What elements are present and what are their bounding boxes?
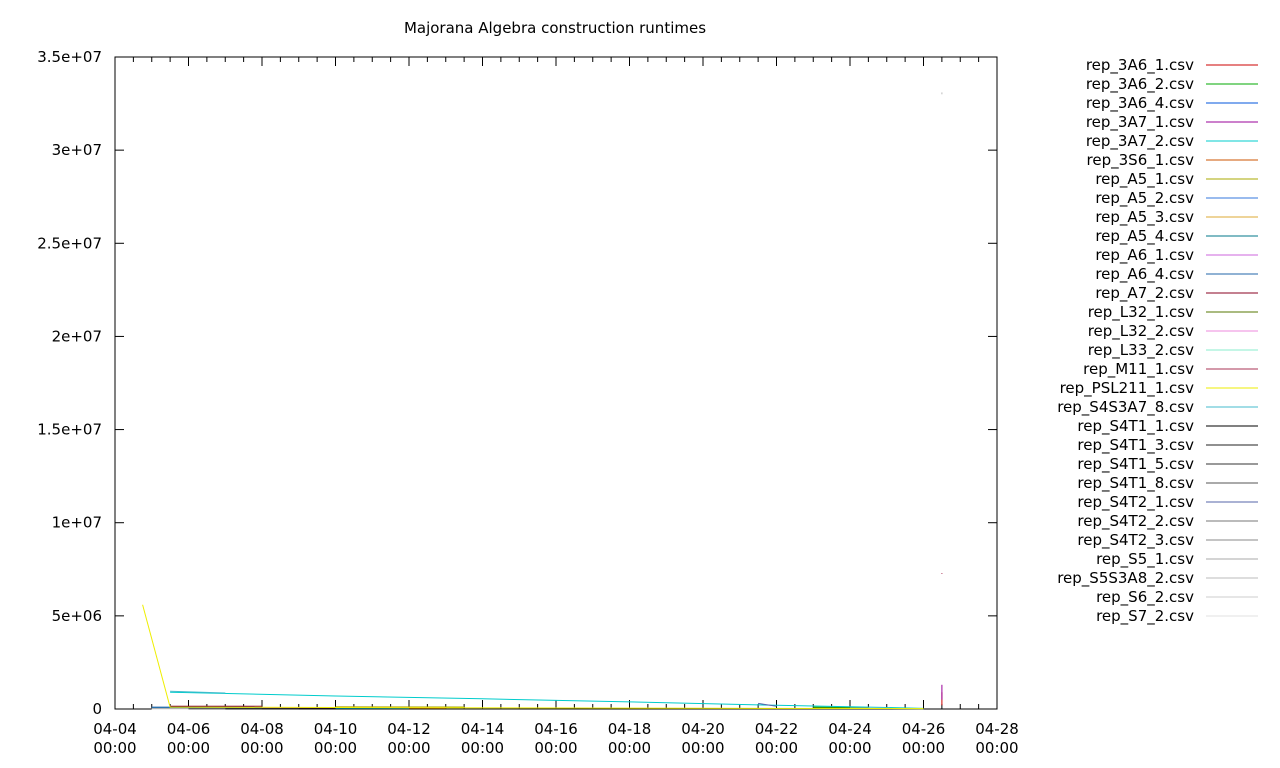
x-tick-label-time: 00:00: [93, 739, 136, 757]
legend-label: rep_3A6_4.csv: [1086, 94, 1194, 113]
legend-label: rep_A5_2.csv: [1095, 189, 1194, 208]
x-tick-label-time: 00:00: [828, 739, 871, 757]
series-group: [142, 92, 943, 710]
x-tick-label-time: 00:00: [387, 739, 430, 757]
legend-label: rep_A5_3.csv: [1095, 208, 1194, 227]
series-line: [170, 690, 226, 694]
x-tick-label-time: 00:00: [314, 739, 357, 757]
series-line: [142, 604, 924, 710]
series-line: [170, 691, 924, 709]
y-tick-label: 1e+07: [52, 514, 102, 532]
legend-label: rep_3A6_1.csv: [1086, 56, 1194, 75]
legend-label: rep_S4T2_2.csv: [1077, 512, 1194, 531]
x-tick-label-time: 00:00: [534, 739, 577, 757]
legend-label: rep_L32_2.csv: [1088, 322, 1194, 341]
plot-frame: [114, 56, 998, 710]
legend-label: rep_S5S3A8_2.csv: [1057, 569, 1194, 588]
legend-label: rep_L32_1.csv: [1088, 303, 1194, 322]
legend-label: rep_A7_2.csv: [1095, 284, 1194, 303]
legend-label: rep_S4T1_5.csv: [1077, 455, 1194, 474]
y-tick-label: 0: [92, 700, 102, 718]
x-tick-label: 04-06: [167, 720, 211, 738]
legend-label: rep_M11_1.csv: [1083, 360, 1194, 379]
x-tick-label: 04-24: [828, 720, 872, 738]
x-tick-label-time: 00:00: [167, 739, 210, 757]
legend-label: rep_3A6_2.csv: [1086, 75, 1194, 94]
y-tick-label: 2.5e+07: [37, 234, 102, 252]
x-tick-label-time: 00:00: [240, 739, 283, 757]
x-tick-label: 04-28: [975, 720, 1019, 738]
legend-label: rep_S4T2_3.csv: [1077, 531, 1194, 550]
x-tick-label-time: 00:00: [975, 739, 1018, 757]
series-line: [758, 702, 777, 707]
legend-label: rep_S4T1_1.csv: [1077, 417, 1194, 436]
legend-label: rep_S4T1_3.csv: [1077, 436, 1194, 455]
x-tick-label: 04-10: [314, 720, 358, 738]
y-tick-label: 3.5e+07: [37, 48, 102, 66]
y-axis: 0 5e+06 1e+07 1.5e+07 2e+07 2.5e+07 3e+07 3.5e+…: [37, 48, 997, 718]
legend-label: rep_L33_2.csv: [1088, 341, 1194, 360]
y-tick-label: 3e+07: [52, 141, 102, 159]
legend-label: rep_A5_1.csv: [1095, 170, 1194, 189]
legend-label: rep_A6_1.csv: [1095, 246, 1194, 265]
x-tick-label: 04-20: [681, 720, 725, 738]
x-tick-label: 04-12: [387, 720, 431, 738]
legend-label: rep_S6_2.csv: [1096, 588, 1194, 607]
legend-label: rep_3A7_2.csv: [1086, 132, 1194, 151]
x-tick-label-time: 00:00: [608, 739, 651, 757]
x-axis: 04-0400:0004-0600:0004-0800:0004-1000:00…: [93, 57, 1019, 757]
x-tick-label: 04-04: [93, 720, 137, 738]
legend-label: rep_3A7_1.csv: [1086, 113, 1194, 132]
x-tick-label: 04-22: [755, 720, 799, 738]
legend-label: rep_S7_2.csv: [1096, 607, 1194, 626]
y-tick-label: 5e+06: [52, 607, 102, 625]
x-tick-label: 04-18: [608, 720, 652, 738]
legend-label: rep_S4T1_8.csv: [1077, 474, 1194, 493]
x-tick-label: 04-08: [240, 720, 284, 738]
y-tick-label: 1.5e+07: [37, 421, 102, 439]
legend-label: rep_A6_4.csv: [1095, 265, 1194, 284]
y-tick-label: 2e+07: [52, 327, 102, 345]
legend-label: rep_S5_1.csv: [1096, 550, 1194, 569]
legend-label: rep_A5_4.csv: [1095, 227, 1194, 246]
chart-title: Majorana Algebra construction runtimes: [404, 19, 706, 37]
x-tick-label-time: 00:00: [902, 739, 945, 757]
x-tick-label: 04-14: [461, 720, 505, 738]
legend: rep_3A6_1.csvrep_3A6_2.csvrep_3A6_4.csvr…: [1057, 56, 1258, 626]
legend-label: rep_S4S3A7_8.csv: [1057, 398, 1194, 417]
x-tick-label: 04-26: [902, 720, 946, 738]
x-tick-label-time: 00:00: [681, 739, 724, 757]
legend-label: rep_3S6_1.csv: [1087, 151, 1195, 170]
x-tick-label-time: 00:00: [461, 739, 504, 757]
legend-label: rep_PSL211_1.csv: [1060, 379, 1195, 398]
x-tick-label: 04-16: [534, 720, 578, 738]
legend-label: rep_S4T2_1.csv: [1077, 493, 1194, 512]
x-tick-label-time: 00:00: [755, 739, 798, 757]
